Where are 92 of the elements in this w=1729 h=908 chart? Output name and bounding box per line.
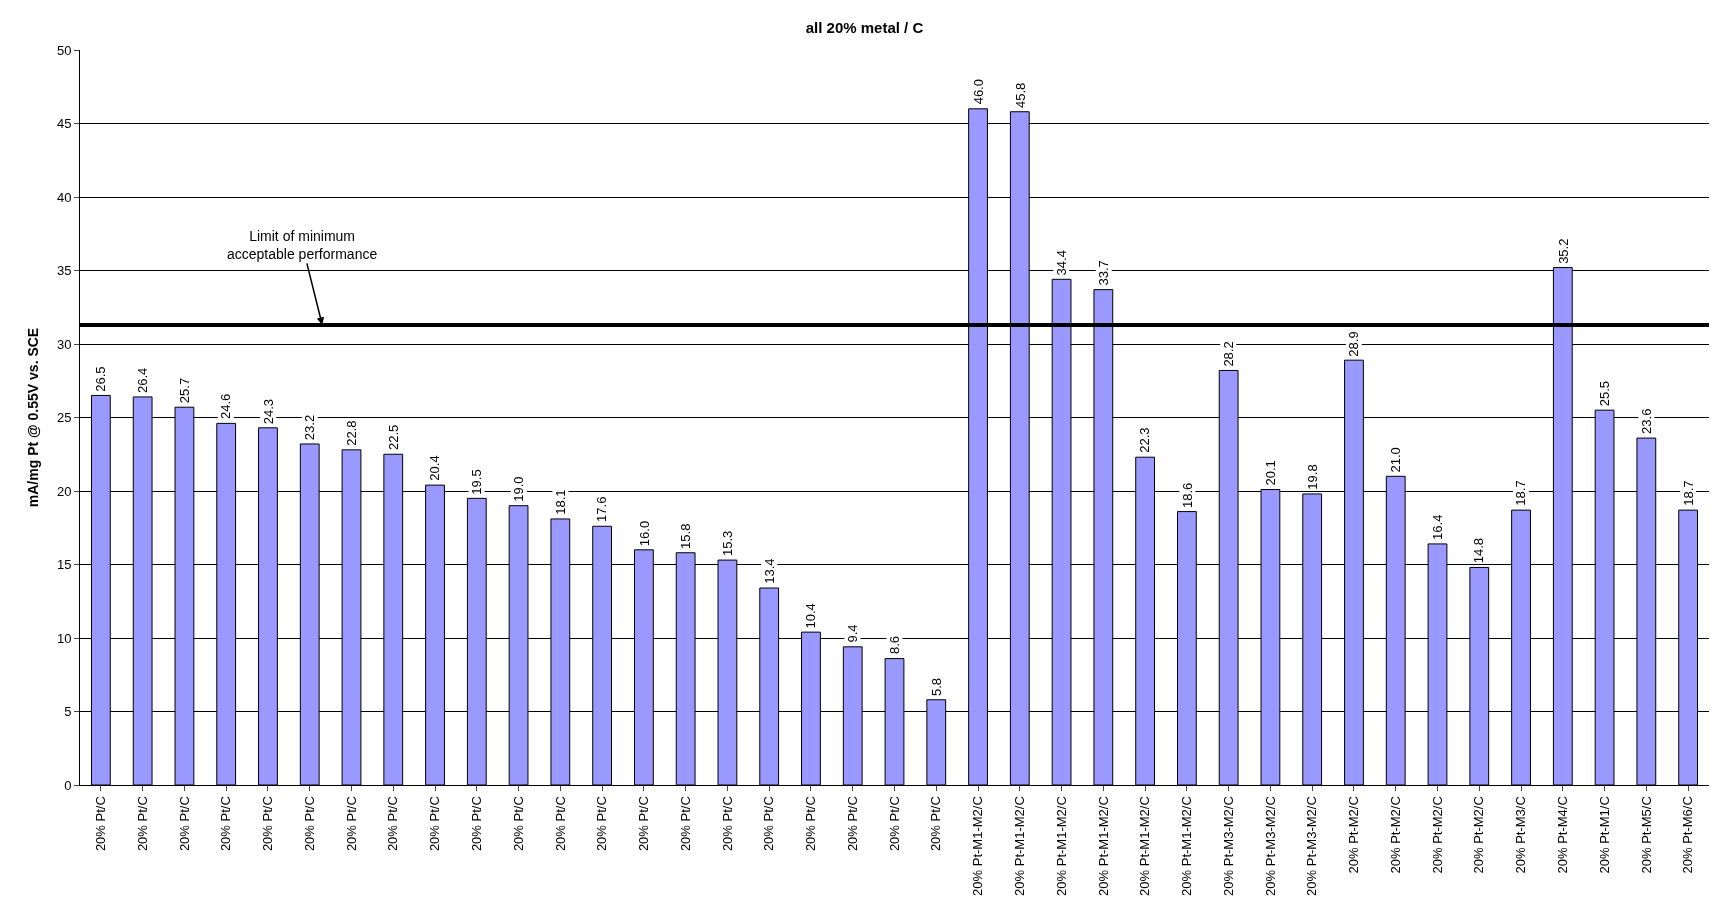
x-tick-label: 20% Pt/C [636, 796, 652, 852]
data-label: 9.4 [844, 624, 860, 643]
data-label: 15.8 [678, 523, 694, 549]
y-tick-label: 25 [56, 410, 72, 426]
x-tick-label: 20% Pt-M2/C [1471, 796, 1487, 874]
data-label: 15.3 [719, 530, 735, 557]
data-label: 25.5 [1596, 380, 1612, 407]
x-tick-label: 20% Pt/C [677, 796, 693, 852]
y-tick-label: 10 [56, 630, 72, 646]
data-label: 25.7 [176, 377, 192, 404]
x-tick-label: 20% Pt/C [886, 796, 902, 852]
data-label: 24.6 [218, 393, 234, 420]
x-tick-label: 20% Pt-M1/C [1596, 796, 1612, 874]
x-tick-label: 20% Pt-M3/C [1513, 796, 1529, 874]
data-label: 45.8 [1012, 82, 1028, 109]
data-label: 46.0 [970, 79, 986, 105]
data-label: 18.7 [1513, 480, 1529, 506]
x-tick-label: 20% Pt/C [719, 796, 735, 852]
x-tick-label: 20% Pt-M1-M2/C [1053, 796, 1069, 896]
data-label: 22.3 [1137, 427, 1153, 453]
data-label: 23.2 [302, 414, 318, 441]
data-label: 18.1 [552, 489, 568, 515]
data-label: 28.9 [1346, 331, 1362, 357]
x-tick-label: 20% Pt/C [594, 796, 610, 852]
x-tick-label: 20% Pt/C [510, 796, 526, 852]
y-tick-label: 15 [56, 557, 72, 573]
x-tick-label: 20% Pt-M6/C [1680, 796, 1696, 874]
x-tick-label: 20% Pt-M1-M2/C [1179, 796, 1195, 896]
x-tick-label: 20% Pt/C [260, 796, 276, 852]
data-label: 19.0 [511, 476, 527, 502]
x-tick-label: 20% Pt-M2/C [1346, 796, 1362, 874]
data-label: 26.4 [135, 367, 151, 394]
data-label: 8.6 [886, 636, 902, 655]
y-axis-title: mA/mg Pt @ 0.55V vs. SCE [24, 327, 41, 508]
data-label: 17.6 [594, 496, 610, 522]
x-tick-label: 20% Pt-M2/C [1387, 796, 1403, 874]
x-tick-label: 20% Pt/C [427, 796, 443, 852]
data-label: 16.0 [636, 520, 652, 547]
data-label: 13.4 [761, 558, 777, 584]
x-tick-label: 20% Pt/C [803, 796, 819, 852]
data-label: 5.8 [928, 677, 944, 697]
data-label: 22.5 [385, 424, 401, 451]
data-label: 18.6 [1179, 482, 1195, 508]
y-tick-label: 35 [56, 263, 72, 279]
data-label: 10.4 [803, 603, 819, 629]
x-tick-label: 20% Pt/C [385, 796, 401, 852]
ref-line-label: Limit of minimum acceptable performance [227, 228, 378, 263]
x-tick-label: 20% Pt-M1-M2/C [1137, 796, 1153, 896]
x-tick-label: 20% Pt/C [134, 796, 150, 852]
data-label: 20.1 [1263, 460, 1279, 486]
data-label: 16.4 [1430, 514, 1446, 540]
x-tick-label: 20% Pt-M3-M2/C [1262, 796, 1278, 896]
data-label: 14.8 [1471, 537, 1487, 564]
x-tick-label: 20% Pt-M1-M2/C [1012, 796, 1028, 896]
x-tick-label: 20% Pt/C [761, 796, 777, 852]
chart-title: all 20% metal / C [805, 19, 924, 37]
data-label: 28.2 [1220, 341, 1236, 367]
data-label: 33.7 [1096, 260, 1112, 286]
data-label: 24.3 [260, 398, 276, 425]
y-tick-label: 20 [56, 483, 72, 499]
x-tick-label: 20% Pt-M3-M2/C [1304, 796, 1320, 896]
x-tick-label: 20% Pt/C [93, 796, 109, 852]
y-tick-label: 5 [64, 704, 72, 720]
x-tick-label: 20% Pt/C [176, 796, 192, 852]
y-tick-label: 40 [56, 189, 72, 205]
y-tick-label: 45 [56, 116, 72, 132]
x-tick-label: 20% Pt-M4/C [1555, 796, 1571, 874]
data-label: 23.6 [1638, 408, 1654, 434]
x-tick-label: 20% Pt/C [469, 796, 485, 852]
x-tick-label: 20% Pt/C [844, 796, 860, 852]
data-label: 35.2 [1555, 238, 1571, 264]
x-tick-label: 20% Pt/C [218, 796, 234, 852]
data-label: 21.0 [1387, 447, 1403, 473]
data-label: 20.4 [427, 455, 443, 481]
x-tick-label: 20% Pt/C [343, 796, 359, 852]
y-tick-label: 50 [56, 42, 72, 58]
x-tick-label: 20% Pt-M2/C [1429, 796, 1445, 874]
x-tick-label: 20% Pt/C [301, 796, 317, 852]
y-tick-label: 0 [64, 777, 72, 793]
x-tick-label: 20% Pt-M5/C [1638, 796, 1654, 874]
data-label: 26.5 [92, 366, 108, 392]
data-label: 34.4 [1053, 250, 1069, 276]
x-tick-label: 20% Pt-M1-M2/C [1095, 796, 1111, 896]
x-tick-label: 20% Pt-M1-M2/C [970, 796, 986, 896]
x-tick-label: 20% Pt/C [928, 796, 944, 852]
data-label: 19.5 [468, 469, 484, 495]
data-label: 19.8 [1304, 464, 1320, 490]
x-tick-label: 20% Pt/C [552, 796, 568, 852]
data-label: 18.7 [1680, 480, 1696, 506]
data-label: 22.8 [344, 420, 360, 446]
y-tick-label: 30 [56, 336, 72, 352]
x-tick-label: 20% Pt-M3-M2/C [1220, 796, 1236, 896]
